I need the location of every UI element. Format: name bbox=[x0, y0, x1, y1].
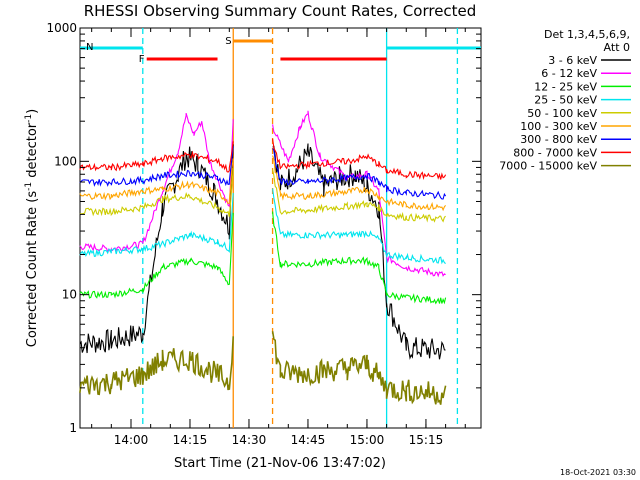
legend-label: 6 - 12 keV bbox=[541, 67, 597, 80]
flag-label: F bbox=[139, 54, 145, 65]
y-tick-label: 1 bbox=[69, 421, 77, 435]
series-line bbox=[79, 188, 446, 265]
legend-label: 25 - 50 keV bbox=[534, 94, 597, 107]
y-tick-label: 10 bbox=[62, 288, 77, 302]
y-axis-label-sup2: -1 bbox=[24, 114, 34, 123]
x-tick-label: 14:30 bbox=[232, 433, 267, 447]
x-tick-label: 15:15 bbox=[409, 433, 444, 447]
y-axis-label-end: ) bbox=[25, 109, 40, 114]
legend-label: 300 - 800 keV bbox=[520, 133, 597, 146]
timestamp: 18-Oct-2021 03:30 bbox=[560, 468, 636, 477]
series-line bbox=[79, 143, 446, 360]
series-line bbox=[79, 167, 446, 223]
legend-label: 50 - 100 keV bbox=[527, 107, 597, 120]
series-line bbox=[79, 110, 446, 278]
plot-frame bbox=[79, 27, 482, 429]
y-axis-label: Corrected Count Rate (s-1 detector-1) bbox=[24, 109, 40, 347]
event-lines bbox=[142, 28, 459, 428]
x-tick-label: 14:45 bbox=[291, 433, 326, 447]
series-line bbox=[79, 146, 447, 200]
chart-title: RHESSI Observing Summary Count Rates, Co… bbox=[84, 2, 477, 20]
flag-label: S bbox=[225, 36, 231, 47]
series-line bbox=[79, 331, 447, 405]
legend-label: 800 - 7000 keV bbox=[513, 146, 597, 159]
flag-bars: N F S bbox=[80, 36, 481, 65]
legend-header-attenuator: Att 0 bbox=[604, 41, 630, 54]
x-axis: 14:00 14:15 14:30 14:45 15:00 15:15 bbox=[91, 28, 466, 447]
plot-area: N F S bbox=[79, 27, 482, 429]
y-axis-label-sup1: -1 bbox=[24, 182, 34, 191]
flag-label: N bbox=[86, 42, 93, 53]
x-tick-label: 14:00 bbox=[114, 433, 149, 447]
legend-label: 3 - 6 keV bbox=[548, 54, 597, 67]
x-tick-label: 14:15 bbox=[173, 433, 208, 447]
series-line bbox=[79, 211, 447, 305]
y-axis: 1 10 100 1000 bbox=[46, 21, 481, 435]
y-axis-label-mid: detector bbox=[25, 122, 40, 182]
series-line bbox=[79, 155, 447, 212]
x-tick-label: 15:00 bbox=[350, 433, 385, 447]
y-tick-label: 100 bbox=[54, 154, 77, 168]
series-group bbox=[79, 110, 447, 405]
series-line bbox=[79, 138, 447, 180]
legend-header-detectors: Det 1,3,4,5,6,9, bbox=[544, 28, 630, 41]
y-tick-label: 1000 bbox=[46, 21, 77, 35]
legend-label: 100 - 300 keV bbox=[520, 120, 597, 133]
legend-label: 7000 - 15000 keV bbox=[499, 160, 597, 173]
x-axis-label: Start Time (21-Nov-06 13:47:02) bbox=[174, 456, 386, 471]
legend-label: 12 - 25 keV bbox=[534, 80, 597, 93]
y-axis-label-main: Corrected Count Rate (s bbox=[25, 191, 40, 348]
